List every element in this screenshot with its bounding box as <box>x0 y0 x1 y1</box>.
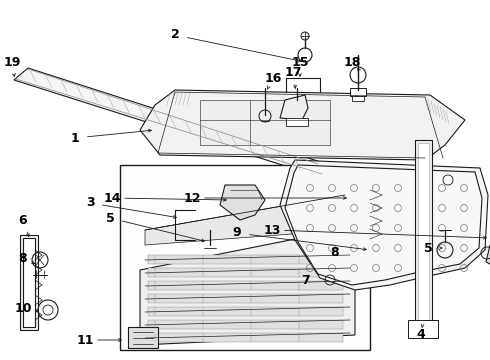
Text: 19: 19 <box>3 55 21 68</box>
Polygon shape <box>14 68 330 177</box>
Bar <box>352 96 364 101</box>
Text: 13: 13 <box>263 224 281 237</box>
Text: 15: 15 <box>291 55 309 68</box>
Text: 8: 8 <box>19 252 27 265</box>
Text: 6: 6 <box>19 213 27 226</box>
Text: 3: 3 <box>86 197 94 210</box>
Bar <box>148 281 343 290</box>
Polygon shape <box>140 230 355 345</box>
Text: 5: 5 <box>424 242 432 255</box>
Text: 18: 18 <box>343 55 361 68</box>
Text: 10: 10 <box>14 302 32 315</box>
Text: 2: 2 <box>171 28 179 41</box>
Bar <box>200 100 330 145</box>
Bar <box>120 165 370 350</box>
Text: 17: 17 <box>284 66 302 78</box>
Bar <box>148 320 343 329</box>
Bar <box>148 333 343 342</box>
Polygon shape <box>418 143 429 322</box>
Text: 5: 5 <box>106 211 114 225</box>
Bar <box>148 294 343 303</box>
Bar <box>148 255 343 264</box>
Bar <box>350 88 366 96</box>
Polygon shape <box>140 90 465 160</box>
Polygon shape <box>415 140 432 325</box>
Bar <box>148 268 343 277</box>
Text: 12: 12 <box>183 192 201 204</box>
Polygon shape <box>280 160 488 290</box>
Text: 1: 1 <box>71 131 79 144</box>
Polygon shape <box>280 95 308 120</box>
Text: 14: 14 <box>103 192 121 204</box>
Bar <box>148 307 343 316</box>
Polygon shape <box>20 235 38 330</box>
Text: 9: 9 <box>233 226 241 239</box>
Text: 4: 4 <box>416 328 425 342</box>
Polygon shape <box>335 185 380 245</box>
Polygon shape <box>128 327 158 348</box>
Bar <box>286 118 308 126</box>
Polygon shape <box>145 195 355 245</box>
Text: 16: 16 <box>264 72 282 85</box>
Polygon shape <box>220 185 265 220</box>
Polygon shape <box>285 165 482 285</box>
Polygon shape <box>486 238 490 270</box>
Polygon shape <box>23 238 35 327</box>
Text: 7: 7 <box>301 274 309 287</box>
Text: 8: 8 <box>331 246 339 258</box>
Bar <box>408 320 438 338</box>
Text: 11: 11 <box>76 333 94 346</box>
